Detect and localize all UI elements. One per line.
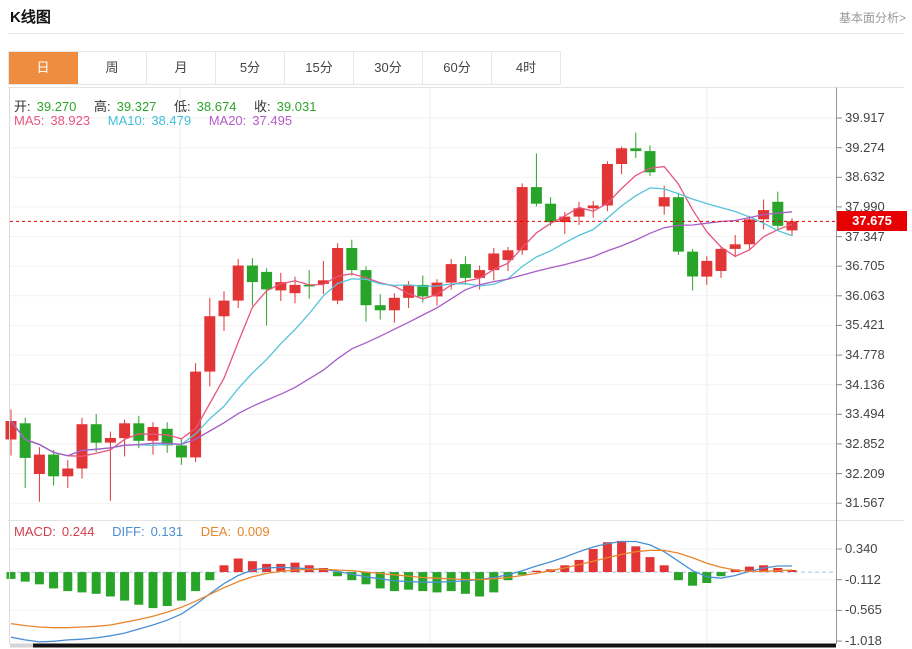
high-value: 39.327: [116, 99, 157, 114]
period-tabbar: 日周月 5分 15分 30分 60分 4时: [8, 51, 561, 85]
high-label: 高:: [94, 99, 111, 114]
tab-月[interactable]: 月: [147, 52, 216, 84]
current-price-badge: 37.675: [837, 211, 907, 231]
macd-axis-label: -0.565: [845, 602, 882, 617]
macd-label: MACD:: [14, 524, 56, 539]
ma20-label: MA20:: [208, 113, 247, 128]
header-divider: [8, 33, 904, 34]
y-axis-label: 39.274: [845, 140, 885, 155]
tab-15分[interactable]: 15分: [285, 52, 354, 84]
dea-label: DEA:: [200, 524, 232, 539]
y-axis-label: 33.494: [845, 406, 885, 421]
y-axis-label: 31.567: [845, 495, 885, 510]
macd-axis-label: -1.018: [845, 633, 882, 648]
ma10-value: 38.479: [151, 113, 192, 128]
tab-60分[interactable]: 60分: [423, 52, 492, 84]
ma5-label: MA5:: [14, 113, 45, 128]
fundamental-analysis-link[interactable]: 基本面分析>: [838, 11, 906, 25]
tab-5分[interactable]: 5分: [216, 52, 285, 84]
tab-4时[interactable]: 4时: [492, 52, 560, 84]
tab-周[interactable]: 周: [78, 52, 147, 84]
y-axis-label: 34.136: [845, 377, 885, 392]
low-label: 低:: [174, 99, 191, 114]
ohlc-legend: 开: 39.270 高: 39.327 低: 38.674 收: 39.031: [14, 96, 322, 115]
tab-30分[interactable]: 30分: [354, 52, 423, 84]
macd-axis-label: 0.340: [845, 541, 878, 556]
close-value: 39.031: [276, 99, 317, 114]
y-axis-label: 36.705: [845, 258, 885, 273]
macd-legend: MACD: 0.244 DIFF: 0.131 DEA: 0.009: [14, 524, 276, 539]
macd-value: 0.244: [61, 524, 95, 539]
y-axis-label: 38.632: [845, 169, 885, 184]
tab-日[interactable]: 日: [9, 52, 78, 84]
diff-value: 0.131: [150, 524, 184, 539]
page-title: K线图: [10, 9, 51, 26]
low-value: 38.674: [196, 99, 237, 114]
ma20-value: 37.495: [252, 113, 293, 128]
y-axis-label: 32.852: [845, 436, 885, 451]
kline-chart-canvas[interactable]: [8, 87, 836, 644]
y-axis-label: 34.778: [845, 347, 885, 362]
diff-label: DIFF:: [112, 524, 145, 539]
y-axis-label: 39.917: [845, 110, 885, 125]
close-label: 收:: [254, 99, 271, 114]
y-axis-label: 32.209: [845, 466, 885, 481]
y-axis-label: 35.421: [845, 317, 885, 332]
macd-axis-label: -0.112: [845, 572, 881, 587]
y-axis-label: 37.347: [845, 229, 885, 244]
open-value: 39.270: [36, 99, 77, 114]
dea-value: 0.009: [237, 524, 270, 539]
ma-legend: MA5: 38.923 MA10: 38.479 MA20: 37.495: [14, 113, 298, 128]
ma10-label: MA10:: [107, 113, 146, 128]
open-label: 开:: [14, 99, 31, 114]
y-axis-label: 36.063: [845, 288, 885, 303]
y-axis-label: 37.990: [845, 199, 885, 214]
ma5-value: 38.923: [50, 113, 91, 128]
